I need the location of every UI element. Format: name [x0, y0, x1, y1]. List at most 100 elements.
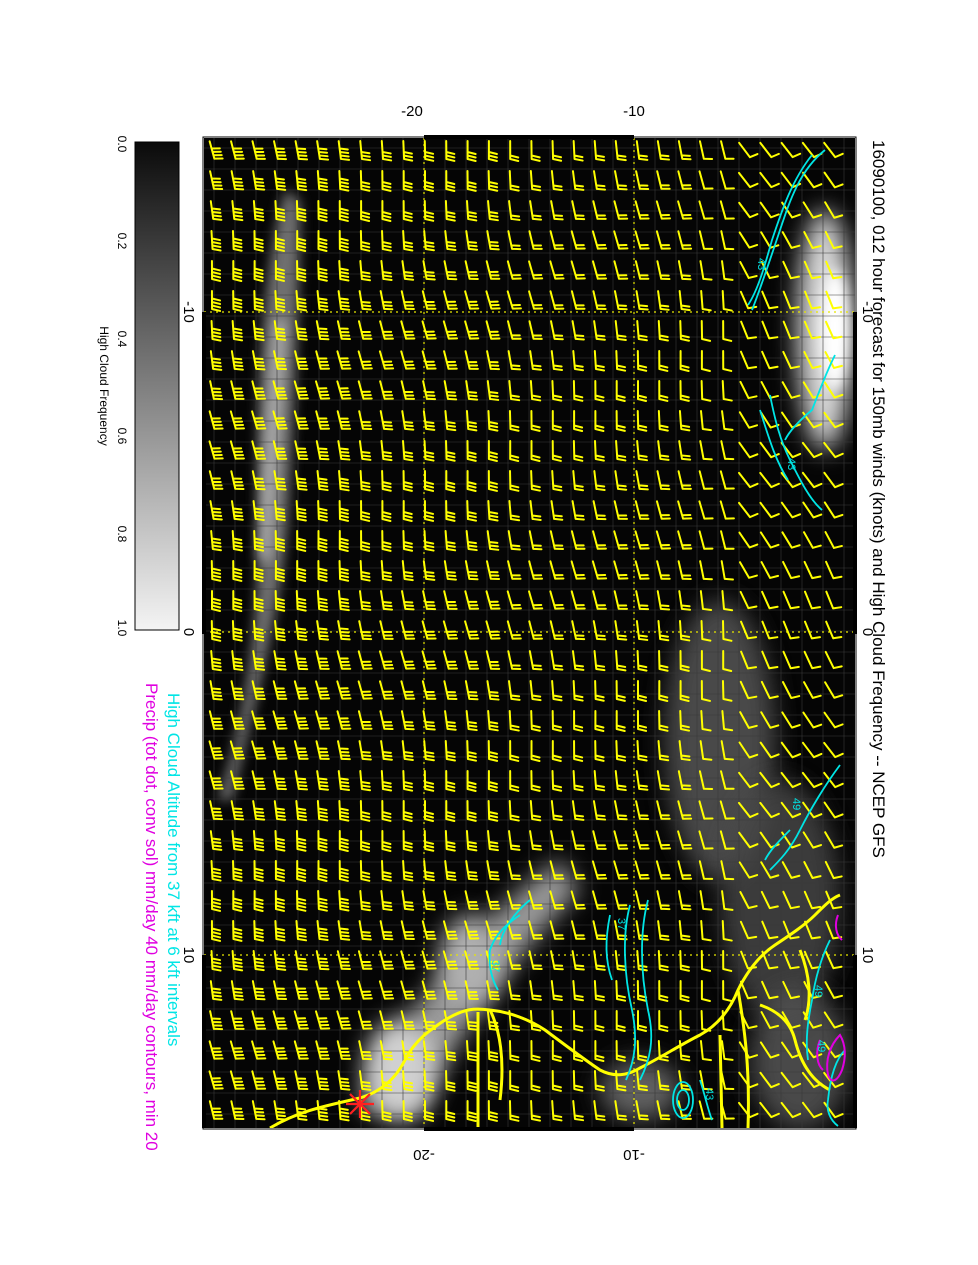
- wind-barb: [823, 171, 844, 189]
- wind-barb: [738, 501, 759, 519]
- wind-barb: [294, 770, 309, 791]
- wind-barb: [613, 500, 628, 520]
- wind-barb: [336, 710, 352, 730]
- wind-barb: [445, 1100, 456, 1122]
- wind-barb: [635, 290, 649, 311]
- wind-barb: [337, 290, 351, 311]
- wind-barb: [485, 590, 501, 610]
- wind-barb: [317, 860, 328, 882]
- wind-barb: [274, 860, 285, 882]
- wind-barb: [656, 770, 671, 791]
- wind-barb: [550, 170, 563, 192]
- wind-barb: [421, 980, 437, 1000]
- wind-barb: [317, 230, 328, 252]
- wind-barb: [251, 1070, 267, 1090]
- wind-barb: [272, 980, 288, 1001]
- wind-barb: [274, 530, 286, 552]
- wind-barb: [720, 860, 735, 881]
- wind-barb: [465, 830, 478, 852]
- wind-barb: [294, 320, 308, 341]
- wind-barb: [700, 950, 712, 972]
- wind-barb: [316, 800, 329, 822]
- wind-barb: [613, 830, 629, 850]
- wind-barb: [507, 560, 522, 580]
- wind-barb: [802, 831, 823, 849]
- wind-barb: [465, 860, 479, 881]
- wind-barb: [208, 140, 224, 160]
- wind-barb: [337, 620, 351, 641]
- wind-barb: [615, 650, 627, 672]
- wind-barb: [273, 770, 287, 791]
- wind-barb: [550, 650, 564, 671]
- colorbar-tick: 0.6: [115, 428, 129, 445]
- wind-barb: [294, 1100, 308, 1121]
- wind-barb: [803, 350, 822, 370]
- wind-barb: [759, 501, 780, 519]
- wind-barb: [551, 140, 563, 162]
- wind-barb: [359, 470, 371, 492]
- wind-barb: [572, 1070, 584, 1092]
- wind-barb: [571, 950, 585, 971]
- wind-barb: [825, 290, 843, 310]
- wind-barb: [274, 230, 285, 252]
- wind-barb: [209, 680, 223, 701]
- wind-barb: [315, 1070, 330, 1091]
- wind-barb: [722, 650, 733, 672]
- wind-barb: [528, 620, 543, 640]
- wind-barb: [274, 830, 286, 852]
- wind-barb: [549, 230, 565, 250]
- wind-barb: [378, 680, 395, 700]
- wind-barb: [422, 890, 436, 911]
- wind-barb: [379, 380, 394, 400]
- wind-barb: [738, 531, 759, 549]
- wind-barb: [274, 290, 286, 312]
- wind-barb: [210, 260, 222, 282]
- wind-barb: [466, 440, 477, 462]
- wind-barb: [273, 950, 287, 971]
- wind-barb: [400, 350, 416, 370]
- wind-barb: [294, 650, 309, 671]
- wind-barb: [658, 380, 669, 402]
- wind-barb: [295, 290, 308, 312]
- wind-barb: [230, 350, 244, 371]
- wind-barb: [315, 410, 331, 430]
- wind-barb: [615, 1010, 626, 1032]
- wind-barb: [402, 1070, 414, 1092]
- wind-barb: [698, 170, 714, 190]
- wind-barb: [592, 590, 607, 610]
- wind-barb: [570, 530, 586, 550]
- wind-barb: [529, 500, 542, 522]
- wind-barb: [759, 771, 780, 789]
- wind-barb: [677, 800, 693, 820]
- wind-barb: [824, 831, 844, 849]
- wind-barb: [655, 860, 671, 880]
- wind-barb: [678, 590, 692, 611]
- coastline: [269, 893, 841, 1128]
- wind-barb: [422, 410, 436, 431]
- wind-barb: [824, 681, 844, 699]
- wind-barb: [507, 350, 522, 371]
- wind-barb: [252, 200, 265, 222]
- wind-barb: [529, 170, 542, 192]
- wind-barb: [700, 290, 712, 312]
- contour-label: 49: [790, 798, 802, 810]
- wind-barb: [698, 140, 714, 161]
- wind-barb: [231, 500, 244, 521]
- wind-barb: [634, 560, 650, 580]
- wind-barb: [273, 650, 287, 671]
- wind-barb: [485, 320, 501, 340]
- wind-barb: [230, 980, 244, 1001]
- wind-barb: [210, 950, 222, 972]
- wind-barb: [572, 350, 585, 372]
- wind-barb: [400, 290, 415, 310]
- wind-barb: [507, 650, 522, 671]
- wind-barb: [551, 410, 562, 432]
- wind-barb: [721, 920, 733, 942]
- wind-barb: [528, 950, 543, 970]
- wind-barb: [272, 1070, 288, 1090]
- wind-barb: [593, 650, 606, 672]
- wind-barb: [677, 770, 692, 791]
- wind-barb: [315, 1040, 330, 1060]
- wind-barb: [273, 800, 287, 821]
- wind-barb: [550, 200, 564, 221]
